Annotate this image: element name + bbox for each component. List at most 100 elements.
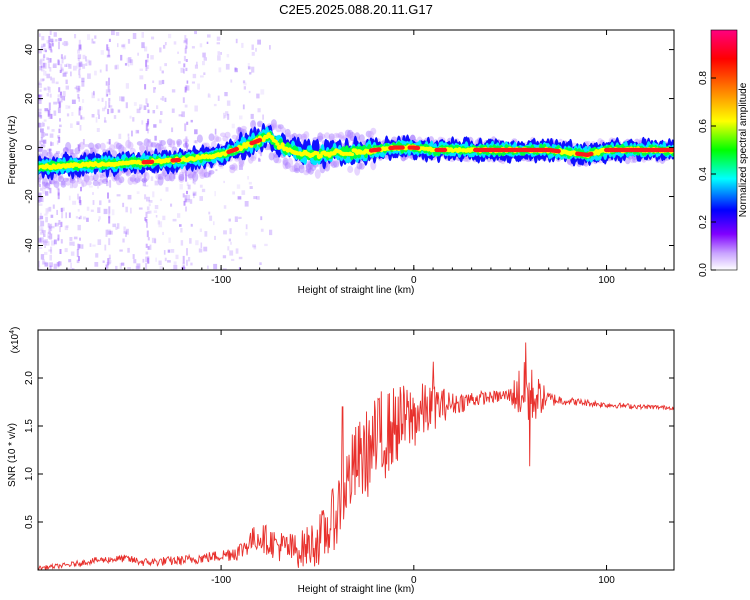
- spectrogram-axis-ticks: -100 0 100 -40 -20 0 20 40: [24, 30, 674, 286]
- snr-y-tick-label: 1.0: [24, 467, 35, 481]
- heatmap-speckle: [189, 199, 193, 204]
- heatmap-halo: [113, 175, 120, 181]
- heatmap-speckle: [47, 86, 50, 91]
- heatmap-speckle: [162, 215, 166, 221]
- heatmap-speckle: [172, 218, 177, 222]
- heatmap-speckle: [229, 228, 232, 235]
- heatmap-halo: [229, 164, 236, 170]
- heatmap-speckle: [214, 128, 217, 135]
- heatmap-speckle: [59, 69, 62, 73]
- heatmap-speckle: [115, 64, 119, 70]
- heatmap-speckle: [135, 265, 140, 270]
- heatmap-speckle: [208, 170, 212, 176]
- heatmap-speckle: [62, 96, 65, 101]
- heatmap-speckle: [60, 54, 63, 59]
- heatmap-speckle: [127, 133, 130, 137]
- heatmap-halo: [120, 146, 127, 154]
- heatmap-speckle: [125, 83, 129, 89]
- heatmap-speckle: [154, 87, 156, 90]
- heatmap-halo: [284, 128, 291, 138]
- heatmap-hot-segment: [588, 151, 594, 157]
- heatmap-speckle: [117, 109, 121, 113]
- heatmap-speckle: [77, 209, 80, 212]
- heatmap-speckle: [164, 63, 167, 67]
- heatmap-speckle: [58, 261, 61, 267]
- heatmap-speckle: [228, 218, 231, 222]
- snr-x-tick-label: -100: [211, 575, 231, 586]
- heatmap-speckle: [72, 268, 75, 270]
- heatmap-speckle: [194, 31, 197, 35]
- heatmap-speckle: [177, 213, 181, 218]
- heatmap-halo: [60, 180, 67, 188]
- colorbar-tick-label: 0.6: [698, 119, 709, 133]
- heatmap-speckle: [207, 94, 211, 98]
- heatmap-speckle: [145, 123, 148, 131]
- heatmap-speckle: [43, 62, 47, 69]
- heatmap-speckle: [225, 111, 229, 116]
- heatmap-speckle: [45, 70, 47, 76]
- heatmap-speckle: [50, 223, 53, 232]
- heatmap-speckle: [147, 237, 150, 241]
- heatmap-speckle: [200, 75, 204, 78]
- heatmap-speckle: [193, 181, 196, 185]
- heatmap-speckle: [173, 140, 176, 145]
- heatmap-speckle: [59, 226, 61, 233]
- heatmap-speckle: [147, 118, 150, 125]
- heatmap-speckle: [184, 47, 187, 54]
- heatmap-speckle: [227, 246, 230, 251]
- heatmap-speckle: [186, 182, 189, 186]
- heatmap-speckle: [60, 239, 63, 244]
- heatmap-speckle: [147, 256, 150, 264]
- heatmap-halo: [53, 180, 60, 188]
- heatmap-halo: [141, 178, 148, 183]
- heatmap-speckle: [64, 64, 67, 67]
- heatmap-speckle: [49, 187, 52, 194]
- heatmap-speckle: [107, 47, 110, 52]
- heatmap-speckle: [55, 222, 59, 227]
- heatmap-speckle: [146, 59, 149, 63]
- heatmap-speckle: [50, 233, 53, 239]
- heatmap-halo: [199, 168, 206, 177]
- heatmap-speckle: [38, 111, 42, 117]
- heatmap-speckle: [184, 86, 187, 93]
- heatmap-speckle: [199, 228, 202, 232]
- heatmap-speckle: [87, 73, 91, 79]
- heatmap-speckle: [159, 265, 163, 270]
- heatmap-speckle: [105, 64, 108, 72]
- heatmap-speckle: [183, 55, 186, 62]
- heatmap-speckle: [121, 96, 125, 102]
- heatmap-halo: [65, 141, 72, 152]
- heatmap-speckle: [144, 184, 149, 187]
- heatmap-speckle: [167, 260, 171, 263]
- heatmap-speckle: [42, 78, 45, 81]
- heatmap-speckle: [237, 196, 242, 200]
- heatmap-speckle: [234, 67, 237, 71]
- heatmap-halo: [176, 139, 183, 146]
- heatmap-speckle: [257, 108, 261, 113]
- heatmap-speckle: [168, 143, 172, 147]
- heatmap-speckle: [47, 187, 51, 190]
- heatmap-speckle: [75, 85, 80, 90]
- heatmap-speckle: [185, 136, 188, 144]
- heatmap-speckle: [171, 127, 174, 133]
- heatmap-speckle: [215, 169, 218, 172]
- heatmap-speckle: [177, 141, 180, 147]
- heatmap-speckle: [139, 104, 143, 109]
- heatmap-speckle: [50, 141, 52, 147]
- heatmap-speckle: [171, 89, 176, 93]
- heatmap-speckle: [40, 240, 44, 244]
- heatmap-speckle: [48, 177, 52, 181]
- heatmap-speckle: [146, 196, 150, 202]
- heatmap-halo: [90, 148, 97, 155]
- heatmap-halo: [208, 133, 215, 141]
- heatmap-hot-segment: [399, 145, 405, 150]
- heatmap-speckle: [76, 62, 79, 69]
- heatmap-speckle: [269, 45, 271, 50]
- spectrogram-y-tick-label: -40: [24, 238, 35, 253]
- heatmap-halo: [354, 166, 361, 176]
- heatmap-speckle: [137, 130, 139, 133]
- heatmap-speckle: [51, 43, 54, 47]
- heatmap-speckle: [106, 141, 111, 144]
- spectrogram-x-tick-label: -100: [211, 275, 231, 286]
- heatmap-halo: [65, 177, 72, 186]
